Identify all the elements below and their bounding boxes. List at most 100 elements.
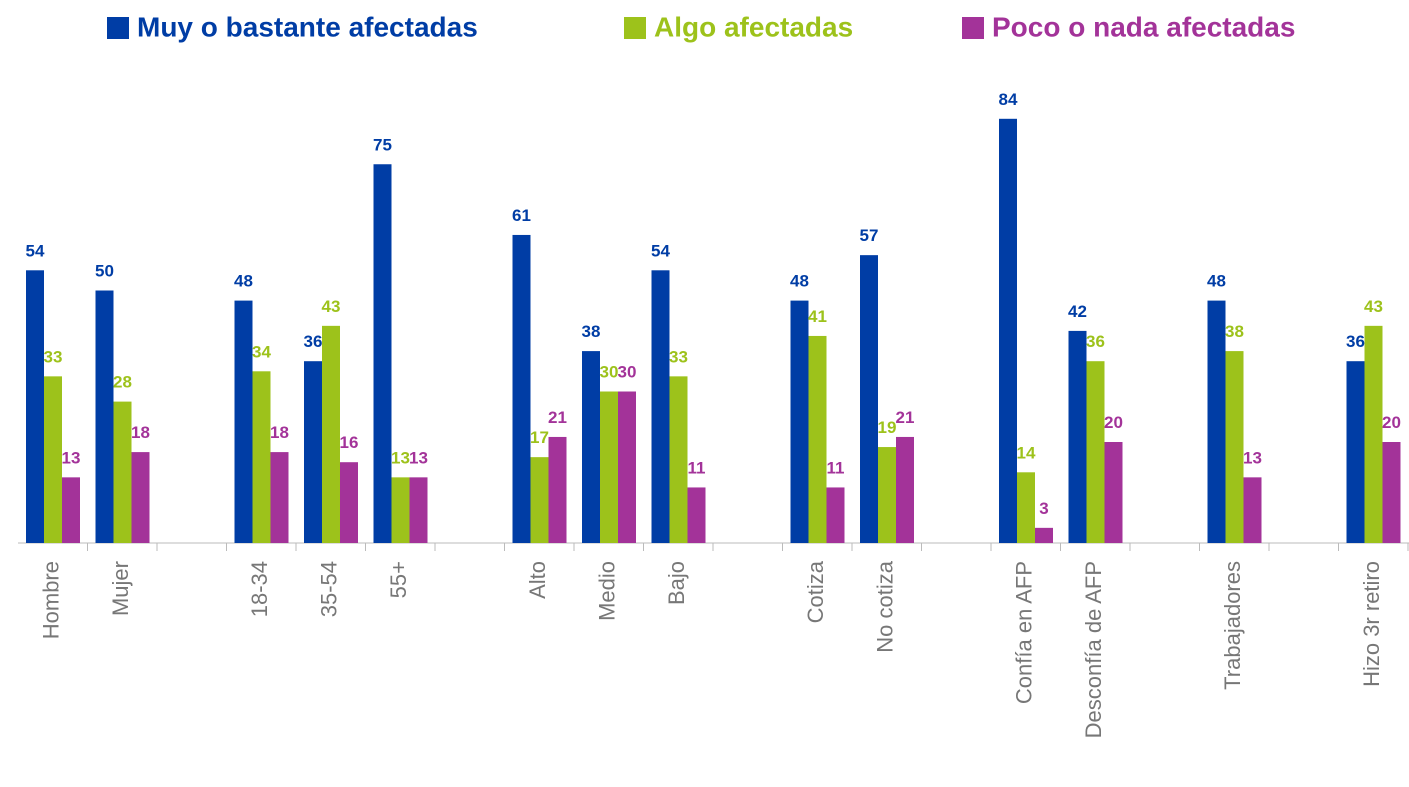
data-label: 20 xyxy=(1104,413,1123,432)
data-label: 13 xyxy=(409,448,428,467)
data-label: 17 xyxy=(530,428,549,447)
bar xyxy=(512,234,531,543)
bar xyxy=(1068,330,1087,543)
x-tick-label: Mujer xyxy=(108,561,133,616)
bar xyxy=(651,270,670,543)
data-label: 38 xyxy=(1225,322,1244,341)
data-label: 42 xyxy=(1068,302,1087,321)
data-label: 18 xyxy=(270,423,289,442)
bar xyxy=(270,452,289,543)
data-label: 11 xyxy=(688,458,706,477)
bar xyxy=(340,462,358,543)
data-label: 54 xyxy=(26,241,45,260)
data-label: 33 xyxy=(669,347,688,366)
bar xyxy=(234,300,253,543)
bar xyxy=(826,487,845,543)
bar xyxy=(687,487,706,543)
bar xyxy=(62,477,80,543)
data-label: 57 xyxy=(860,226,879,245)
bar xyxy=(790,300,809,543)
bar xyxy=(582,351,600,543)
bar xyxy=(1104,442,1123,543)
bar xyxy=(999,118,1017,544)
bar xyxy=(1207,300,1226,543)
data-label: 48 xyxy=(234,272,253,291)
data-label: 30 xyxy=(600,363,619,382)
x-tick-label: Hizo 3r retiro xyxy=(1359,561,1384,687)
bar xyxy=(373,164,392,543)
x-tick-label: Trabajadores xyxy=(1220,561,1245,690)
bar xyxy=(669,376,688,543)
bar xyxy=(1243,477,1262,543)
x-tick-label: 18-34 xyxy=(247,561,272,617)
bar xyxy=(113,401,132,543)
bar xyxy=(252,371,271,543)
bar xyxy=(26,270,44,543)
bar xyxy=(860,255,878,543)
data-label: 48 xyxy=(790,272,809,291)
bar xyxy=(600,391,618,543)
x-tick-label: Bajo xyxy=(664,561,689,605)
bar xyxy=(878,447,896,543)
data-label: 21 xyxy=(896,408,915,427)
data-label: 61 xyxy=(512,206,531,225)
data-label: 33 xyxy=(44,347,63,366)
data-label: 21 xyxy=(548,408,567,427)
data-label: 38 xyxy=(582,322,601,341)
data-label: 14 xyxy=(1017,443,1036,462)
bar xyxy=(304,361,322,543)
x-tick-label: Cotiza xyxy=(803,560,828,623)
data-label: 13 xyxy=(391,448,410,467)
x-tick-label: Medio xyxy=(595,561,620,621)
bar xyxy=(322,325,340,543)
bar xyxy=(1346,361,1365,543)
data-label: 36 xyxy=(304,332,323,351)
legend-swatch xyxy=(624,17,646,39)
bar xyxy=(1225,351,1244,543)
bar xyxy=(1364,325,1383,543)
bar xyxy=(95,290,114,543)
data-label: 20 xyxy=(1382,413,1401,432)
bar xyxy=(391,477,410,543)
bar xyxy=(131,452,150,543)
legend-label: Muy o bastante afectadas xyxy=(137,11,478,42)
x-tick-label: Alto xyxy=(525,561,550,599)
legend-label: Poco o nada afectadas xyxy=(992,11,1295,42)
bar xyxy=(808,335,827,543)
data-label: 36 xyxy=(1346,332,1365,351)
bar xyxy=(530,457,549,543)
x-tick-label: No cotiza xyxy=(873,560,898,652)
data-label: 28 xyxy=(113,373,132,392)
data-label: 48 xyxy=(1207,272,1226,291)
bar xyxy=(896,436,914,543)
data-label: 36 xyxy=(1086,332,1105,351)
bar xyxy=(44,376,62,543)
bar xyxy=(1017,472,1035,543)
data-label: 19 xyxy=(878,418,897,437)
x-tick-label: Confía en AFP xyxy=(1012,561,1037,704)
data-label: 75 xyxy=(373,135,392,154)
x-tick-label: 35-54 xyxy=(317,561,342,617)
data-label: 43 xyxy=(1364,297,1383,316)
legend-label: Algo afectadas xyxy=(654,11,853,42)
data-label: 11 xyxy=(827,458,845,477)
data-label: 13 xyxy=(1243,448,1262,467)
x-tick-label: 55+ xyxy=(386,561,411,598)
bar xyxy=(548,436,567,543)
bar xyxy=(1035,527,1053,543)
legend-swatch xyxy=(107,17,129,39)
data-label: 3 xyxy=(1039,499,1048,518)
data-label: 43 xyxy=(322,297,341,316)
bar xyxy=(618,391,636,543)
data-label: 18 xyxy=(131,423,150,442)
x-tick-label: Hombre xyxy=(39,561,64,639)
bar xyxy=(1382,442,1401,543)
data-label: 30 xyxy=(618,363,637,382)
legend-swatch xyxy=(962,17,984,39)
data-label: 16 xyxy=(340,433,359,452)
data-label: 41 xyxy=(808,307,827,326)
x-tick-label: Desconfía de AFP xyxy=(1081,561,1106,738)
data-label: 13 xyxy=(62,448,81,467)
data-label: 54 xyxy=(651,241,670,260)
